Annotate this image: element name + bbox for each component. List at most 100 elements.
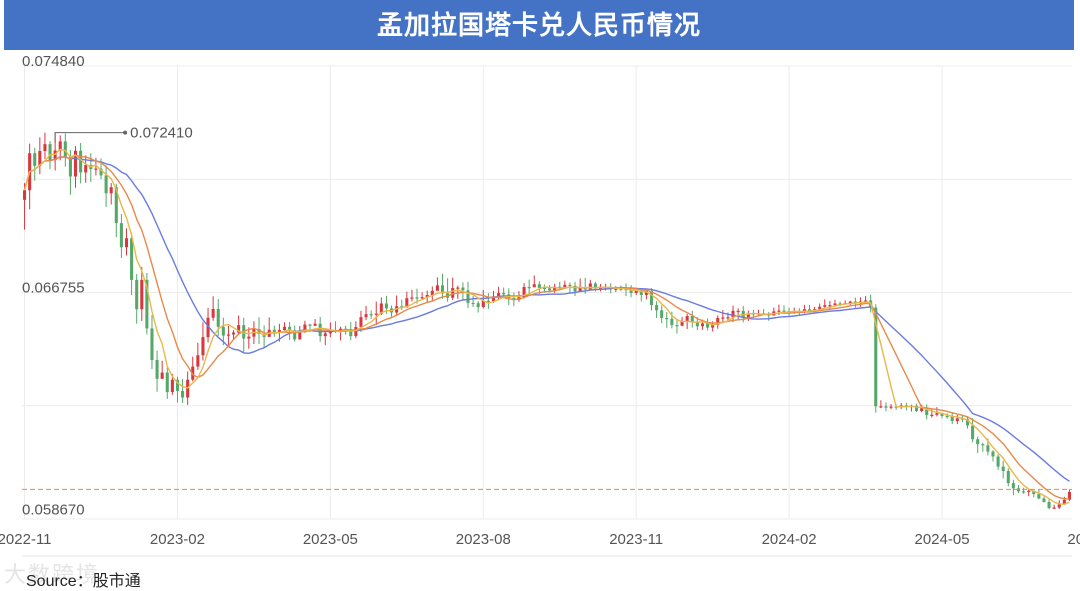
ma20-line — [23, 156, 1070, 482]
candle-body — [965, 419, 970, 426]
candle-body — [588, 283, 592, 290]
candle-body — [807, 309, 812, 311]
candle-body — [649, 290, 654, 306]
candle-body — [512, 297, 516, 300]
candle-body — [1042, 498, 1046, 502]
candle-body — [527, 287, 531, 289]
candle-body — [522, 287, 526, 298]
max-annotation-line — [54, 132, 126, 143]
candle-body — [558, 286, 562, 289]
candle-body — [563, 284, 567, 289]
candle-body — [706, 323, 710, 328]
candle-body — [548, 288, 552, 291]
y-tick-label: 0.074840 — [22, 53, 85, 70]
candle-body — [94, 168, 98, 170]
candle-body — [282, 326, 287, 331]
x-tick-label: 2023-05 — [303, 531, 358, 548]
candle-body — [170, 379, 174, 393]
candle-body — [63, 141, 67, 157]
candle-body — [191, 366, 195, 380]
grid-lines — [22, 65, 1072, 557]
candle-body — [114, 187, 118, 224]
candle-body — [175, 379, 179, 391]
candle-body — [109, 187, 113, 194]
candle-body — [1022, 491, 1026, 493]
candle-body — [1037, 494, 1041, 499]
x-tick-label: 2022-11 — [0, 531, 52, 548]
candle-body — [196, 355, 200, 367]
candle-body — [435, 285, 439, 291]
candle-body — [440, 285, 445, 294]
candle-body — [491, 296, 496, 302]
candle-body — [976, 439, 980, 445]
candle-body — [201, 337, 205, 356]
candle-body — [874, 307, 878, 407]
candle-body — [79, 150, 83, 173]
candle-body — [925, 408, 929, 416]
candle-body — [430, 290, 434, 295]
candle-body — [73, 150, 78, 177]
candle-body — [384, 303, 388, 309]
candle-body — [1011, 483, 1015, 489]
candle-body — [155, 359, 159, 379]
candle-body — [655, 305, 659, 311]
candle-body — [542, 287, 546, 290]
candle-body — [461, 287, 465, 291]
candle-body — [206, 317, 210, 338]
candle-body — [884, 406, 888, 408]
candle-body — [145, 279, 149, 329]
candle-body — [23, 190, 27, 200]
candle-body — [124, 238, 129, 248]
candle-body — [1062, 499, 1066, 504]
candle-body — [639, 290, 643, 295]
candle-body — [634, 290, 638, 294]
candle-body — [257, 328, 261, 334]
candle-body — [614, 288, 618, 290]
candle-body — [833, 303, 837, 306]
candle-body — [237, 325, 241, 333]
candle-body — [695, 321, 699, 327]
candle-body — [232, 332, 236, 335]
candle-body — [420, 297, 424, 299]
candle-body — [920, 408, 924, 411]
candle-body — [364, 314, 368, 318]
candle-body — [33, 153, 37, 166]
candle-body — [226, 334, 230, 336]
candle-body — [690, 316, 694, 322]
candle-body — [471, 302, 475, 305]
candle-body — [879, 406, 883, 408]
candle-body — [150, 328, 154, 360]
candle-body — [374, 313, 378, 315]
candle-body — [746, 313, 750, 318]
candle-body — [1001, 466, 1005, 472]
candle-body — [838, 303, 842, 305]
candle-body — [935, 413, 939, 415]
candle-body — [553, 286, 557, 291]
candle-body — [502, 293, 506, 295]
candle-body — [313, 323, 317, 326]
candle-body — [216, 308, 220, 327]
candle-body — [823, 305, 827, 307]
y-tick-label: 0.066755 — [22, 280, 85, 297]
candle-body — [629, 289, 633, 294]
candle-body — [950, 416, 954, 422]
candle-body — [644, 290, 648, 295]
candle-body — [405, 298, 409, 308]
candle-body — [721, 317, 725, 319]
candle-body — [379, 303, 383, 314]
x-tick-label: 2023-11 — [609, 531, 663, 548]
x-tick-label: 2024-08 — [1067, 531, 1080, 548]
candle-body — [410, 297, 414, 299]
candle-body — [848, 301, 852, 304]
max-annotation-label: 0.072410 — [130, 125, 193, 142]
candle-body — [48, 144, 52, 161]
candle-body — [369, 314, 373, 316]
candle-body — [716, 318, 720, 325]
candle-body — [99, 168, 103, 176]
candle-body — [68, 156, 72, 177]
candle-body — [818, 306, 822, 310]
candle-body — [58, 141, 62, 151]
watermark: 大数跨境 — [4, 562, 101, 587]
candle-body — [272, 329, 276, 333]
